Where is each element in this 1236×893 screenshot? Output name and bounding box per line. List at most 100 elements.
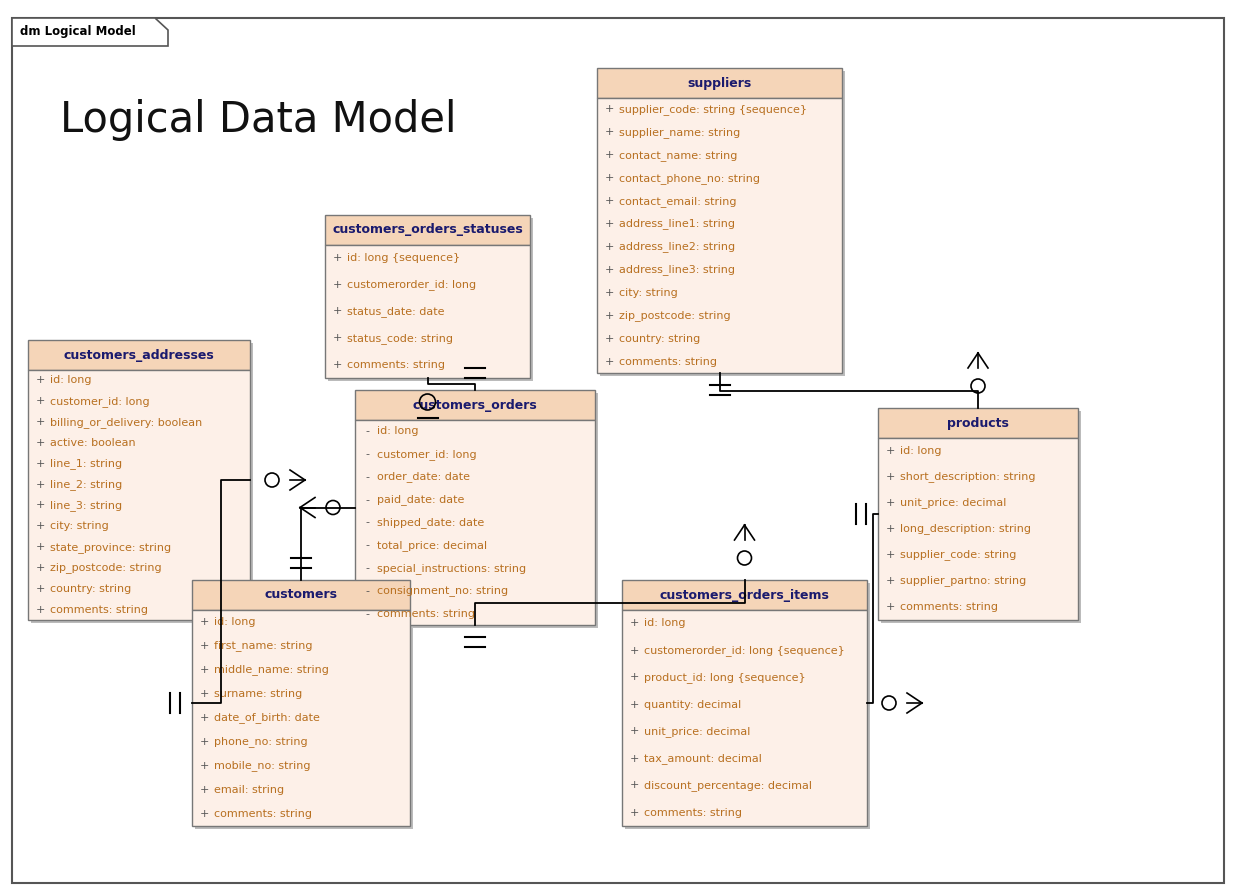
- Text: +: +: [36, 459, 44, 469]
- Text: order_date: date: order_date: date: [377, 472, 470, 482]
- Text: -: -: [365, 495, 370, 505]
- Polygon shape: [12, 18, 168, 46]
- Text: +: +: [885, 472, 895, 482]
- Text: customerorder_id: long {sequence}: customerorder_id: long {sequence}: [644, 645, 844, 656]
- Bar: [31, 343, 253, 623]
- Text: surname: string: surname: string: [214, 689, 303, 699]
- Text: +: +: [332, 306, 341, 316]
- Text: customer_id: long: customer_id: long: [377, 448, 477, 460]
- Text: city: string: city: string: [619, 288, 677, 297]
- Text: +: +: [604, 219, 614, 229]
- Text: -: -: [365, 586, 370, 596]
- Text: email: string: email: string: [214, 785, 284, 795]
- Text: special_instructions: string: special_instructions: string: [377, 563, 527, 573]
- Text: +: +: [885, 550, 895, 560]
- Bar: [192, 610, 410, 826]
- Text: +: +: [332, 333, 341, 343]
- Text: long_description: string: long_description: string: [900, 523, 1031, 534]
- Text: +: +: [604, 242, 614, 252]
- Text: +: +: [604, 311, 614, 321]
- Text: address_line2: string: address_line2: string: [619, 241, 735, 253]
- Text: +: +: [199, 689, 209, 699]
- Text: first_name: string: first_name: string: [214, 640, 313, 652]
- Text: zip_postcode: string: zip_postcode: string: [619, 310, 730, 321]
- Text: unit_price: decimal: unit_price: decimal: [900, 497, 1006, 508]
- Bar: [355, 390, 595, 420]
- Text: -: -: [365, 472, 370, 482]
- Text: line_3: string: line_3: string: [49, 500, 122, 511]
- Text: quantity: decimal: quantity: decimal: [644, 699, 742, 710]
- Bar: [28, 340, 250, 370]
- Text: +: +: [604, 150, 614, 160]
- Text: city: string: city: string: [49, 522, 109, 531]
- Text: suppliers: suppliers: [687, 77, 751, 89]
- Bar: [325, 215, 530, 245]
- Text: comments: string: comments: string: [214, 809, 311, 819]
- Text: address_line1: string: address_line1: string: [619, 219, 735, 230]
- Text: country: string: country: string: [49, 584, 131, 594]
- Bar: [355, 420, 595, 625]
- Text: +: +: [629, 646, 639, 655]
- Text: paid_date: date: paid_date: date: [377, 494, 465, 505]
- Text: +: +: [629, 780, 639, 790]
- Text: product_id: long {sequence}: product_id: long {sequence}: [644, 672, 806, 683]
- Text: +: +: [885, 498, 895, 508]
- Text: +: +: [629, 699, 639, 710]
- Text: customer_id: long: customer_id: long: [49, 396, 150, 406]
- Text: supplier_name: string: supplier_name: string: [619, 127, 740, 138]
- Text: id: long: id: long: [377, 426, 419, 437]
- Bar: [622, 580, 866, 610]
- Text: state_province: string: state_province: string: [49, 542, 171, 553]
- Bar: [192, 580, 410, 610]
- Text: -: -: [365, 563, 370, 573]
- Text: +: +: [629, 619, 639, 629]
- Text: -: -: [365, 449, 370, 459]
- Text: country: string: country: string: [619, 334, 701, 344]
- Text: comments: string: comments: string: [644, 807, 742, 817]
- Text: supplier_code: string {sequence}: supplier_code: string {sequence}: [619, 104, 807, 115]
- Text: supplier_code: string: supplier_code: string: [900, 549, 1016, 561]
- Text: comments: string: comments: string: [347, 360, 445, 370]
- Bar: [878, 408, 1078, 438]
- Text: comments: string: comments: string: [49, 605, 148, 614]
- Text: +: +: [604, 334, 614, 344]
- Text: +: +: [332, 280, 341, 290]
- Text: +: +: [36, 563, 44, 573]
- Text: Logical Data Model: Logical Data Model: [61, 99, 456, 141]
- Text: phone_no: string: phone_no: string: [214, 737, 308, 747]
- Text: customers_orders_statuses: customers_orders_statuses: [332, 223, 523, 237]
- Bar: [881, 411, 1082, 623]
- Text: id: long: id: long: [214, 617, 256, 627]
- Text: line_2: string: line_2: string: [49, 480, 122, 490]
- Text: -: -: [365, 609, 370, 619]
- Text: -: -: [365, 426, 370, 437]
- Text: consignment_no: string: consignment_no: string: [377, 586, 508, 597]
- Bar: [622, 610, 866, 826]
- Text: supplier_partno: string: supplier_partno: string: [900, 576, 1026, 587]
- Text: billing_or_delivery: boolean: billing_or_delivery: boolean: [49, 417, 203, 428]
- Text: +: +: [885, 446, 895, 456]
- Bar: [195, 583, 413, 829]
- Bar: [328, 218, 533, 381]
- Text: +: +: [36, 480, 44, 489]
- Text: line_1: string: line_1: string: [49, 458, 122, 469]
- Text: contact_phone_no: string: contact_phone_no: string: [619, 172, 760, 184]
- Text: date_of_birth: date: date_of_birth: date: [214, 713, 320, 723]
- Text: discount_percentage: decimal: discount_percentage: decimal: [644, 780, 812, 791]
- Text: unit_price: decimal: unit_price: decimal: [644, 726, 750, 737]
- Text: total_price: decimal: total_price: decimal: [377, 540, 487, 551]
- Text: dm Logical Model: dm Logical Model: [20, 26, 136, 38]
- Text: customers_orders_items: customers_orders_items: [660, 588, 829, 602]
- Text: +: +: [885, 576, 895, 586]
- Text: +: +: [199, 665, 209, 675]
- Bar: [599, 71, 845, 376]
- Text: +: +: [199, 641, 209, 651]
- Text: +: +: [36, 542, 44, 552]
- Text: comments: string: comments: string: [377, 609, 475, 619]
- Text: +: +: [36, 375, 44, 386]
- Text: +: +: [885, 602, 895, 612]
- Text: +: +: [199, 761, 209, 771]
- Text: middle_name: string: middle_name: string: [214, 664, 329, 675]
- Text: zip_postcode: string: zip_postcode: string: [49, 563, 162, 573]
- Text: id: long: id: long: [900, 446, 942, 456]
